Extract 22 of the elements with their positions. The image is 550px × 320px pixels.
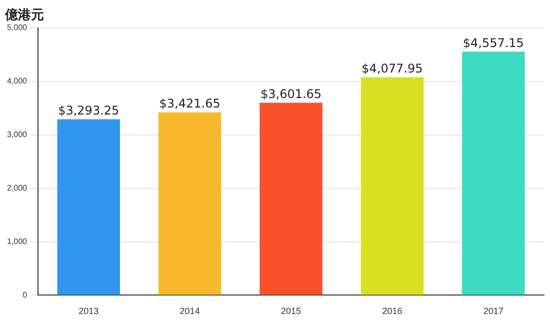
data-label: $4,557.15 — [462, 36, 524, 50]
y-axis-title: 億港元 — [5, 6, 44, 24]
y-tick-label: 4,000 — [6, 76, 28, 86]
bar — [57, 119, 120, 295]
bar — [462, 52, 525, 295]
data-label: $3,421.65 — [159, 96, 220, 110]
data-label: $4,077.95 — [362, 61, 423, 76]
data-label: $3,293.25 — [58, 103, 120, 118]
y-tick-label: 0 — [22, 290, 28, 300]
y-tick-label: 3,000 — [6, 130, 28, 140]
bar — [158, 112, 222, 295]
y-tick-label: 5,000 — [6, 23, 28, 32]
x-tick-label: 2015 — [280, 306, 302, 316]
bar — [360, 77, 424, 295]
x-tick-label: 2016 — [382, 306, 402, 316]
x-tick-label: 2017 — [483, 306, 504, 316]
y-tick-label: 2,000 — [6, 184, 28, 193]
x-tick-label: 2014 — [180, 306, 200, 316]
x-tick-label: 2013 — [78, 306, 99, 316]
data-label: $3,601.65 — [260, 86, 322, 101]
bar — [260, 102, 322, 295]
y-tick-label: 1,000 — [6, 236, 28, 246]
